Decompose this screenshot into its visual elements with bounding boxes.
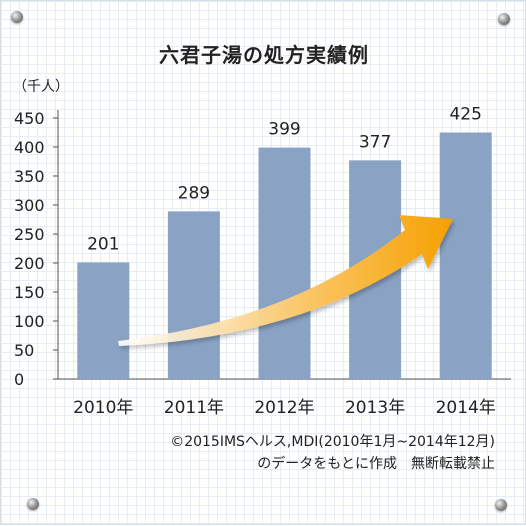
chart-title: 六君子湯の処方実績例	[159, 43, 369, 67]
source-line-2: のデータをもとに作成 無断転載禁止	[257, 456, 495, 472]
y-tick-label: 0	[14, 370, 24, 389]
y-tick-label: 350	[14, 167, 45, 186]
x-tick-label: 2013年	[345, 398, 405, 418]
y-tick-label: 400	[14, 138, 45, 157]
bar	[77, 262, 130, 379]
pin-bottom-right	[495, 499, 507, 511]
y-tick-label: 300	[14, 196, 45, 215]
data-label: 399	[268, 120, 300, 140]
y-tick-label: 150	[14, 283, 45, 302]
y-tick-label: 250	[14, 225, 45, 244]
bar	[167, 211, 220, 379]
y-tick-label: 100	[14, 312, 45, 331]
pin-top-right	[498, 13, 510, 25]
data-label: 425	[449, 105, 481, 125]
trend-arrow	[118, 215, 453, 346]
data-label: 201	[87, 234, 119, 254]
y-axis-unit-label: （千人）	[13, 79, 69, 95]
bar	[258, 147, 311, 379]
y-tick-label: 450	[14, 109, 45, 128]
bar	[439, 132, 492, 379]
data-label: 289	[178, 183, 210, 203]
x-tick-label: 2011年	[164, 398, 224, 418]
x-tick-label: 2014年	[436, 398, 496, 418]
x-tick-label: 2012年	[254, 398, 314, 418]
y-tick-label: 50	[14, 341, 34, 360]
data-label: 377	[359, 132, 391, 152]
source-note: ©2015IMSヘルス,MDI(2010年1月~2014年12月) のデータをも…	[170, 431, 495, 475]
source-line-1: ©2015IMSヘルス,MDI(2010年1月~2014年12月)	[170, 434, 495, 450]
pin-top-left	[11, 11, 23, 23]
x-tick-label: 2010年	[73, 398, 133, 418]
pin-bottom-left	[27, 498, 39, 510]
y-tick-label: 200	[14, 254, 45, 273]
